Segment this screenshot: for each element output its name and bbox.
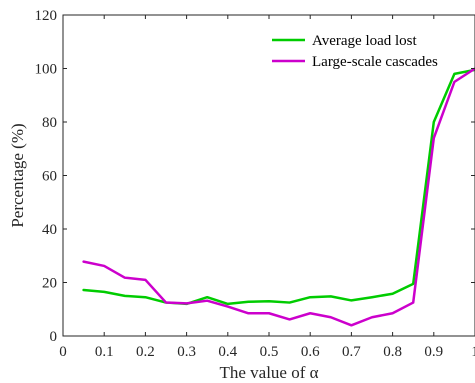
y-tick-label: 120 xyxy=(35,8,58,24)
y-tick-label: 100 xyxy=(35,62,58,78)
legend: Average load lost Large-scale cascades xyxy=(272,33,438,70)
y-tick-label: 60 xyxy=(42,169,57,185)
x-tick-label: 0.7 xyxy=(342,344,361,360)
y-axis-label: Percentage (%) xyxy=(8,123,27,227)
x-axis-label: The value of α xyxy=(219,363,318,382)
x-tick-label: 1 xyxy=(471,344,475,360)
x-tick-label: 0.6 xyxy=(301,344,320,360)
y-tick-label: 40 xyxy=(42,222,57,238)
y-tick-label: 20 xyxy=(42,276,57,292)
legend-label-1: Average load lost xyxy=(312,33,418,49)
legend-label-2: Large-scale cascades xyxy=(312,54,438,70)
x-tick-label: 0.8 xyxy=(383,344,402,360)
series-line-1 xyxy=(82,68,475,306)
x-tick-label: 0.4 xyxy=(218,344,237,360)
x-tick-label: 0.9 xyxy=(424,344,443,360)
y-tick-label: 80 xyxy=(42,115,57,131)
x-tick-label: 0.1 xyxy=(95,344,114,360)
x-tick-label: 0.2 xyxy=(136,344,155,360)
x-tick-label: 0.5 xyxy=(260,344,279,360)
ticks-layer: 0 0.1 0.2 0.3 0.4 0.5 0.6 0.7 0.8 0.9 1 0 20 40 60 80 10… xyxy=(35,8,475,360)
series-line-2 xyxy=(82,67,475,327)
series-layer xyxy=(82,67,475,327)
y-tick-label: 0 xyxy=(50,329,58,345)
x-tick-label: 0 xyxy=(59,344,67,360)
x-tick-label: 0.3 xyxy=(177,344,196,360)
